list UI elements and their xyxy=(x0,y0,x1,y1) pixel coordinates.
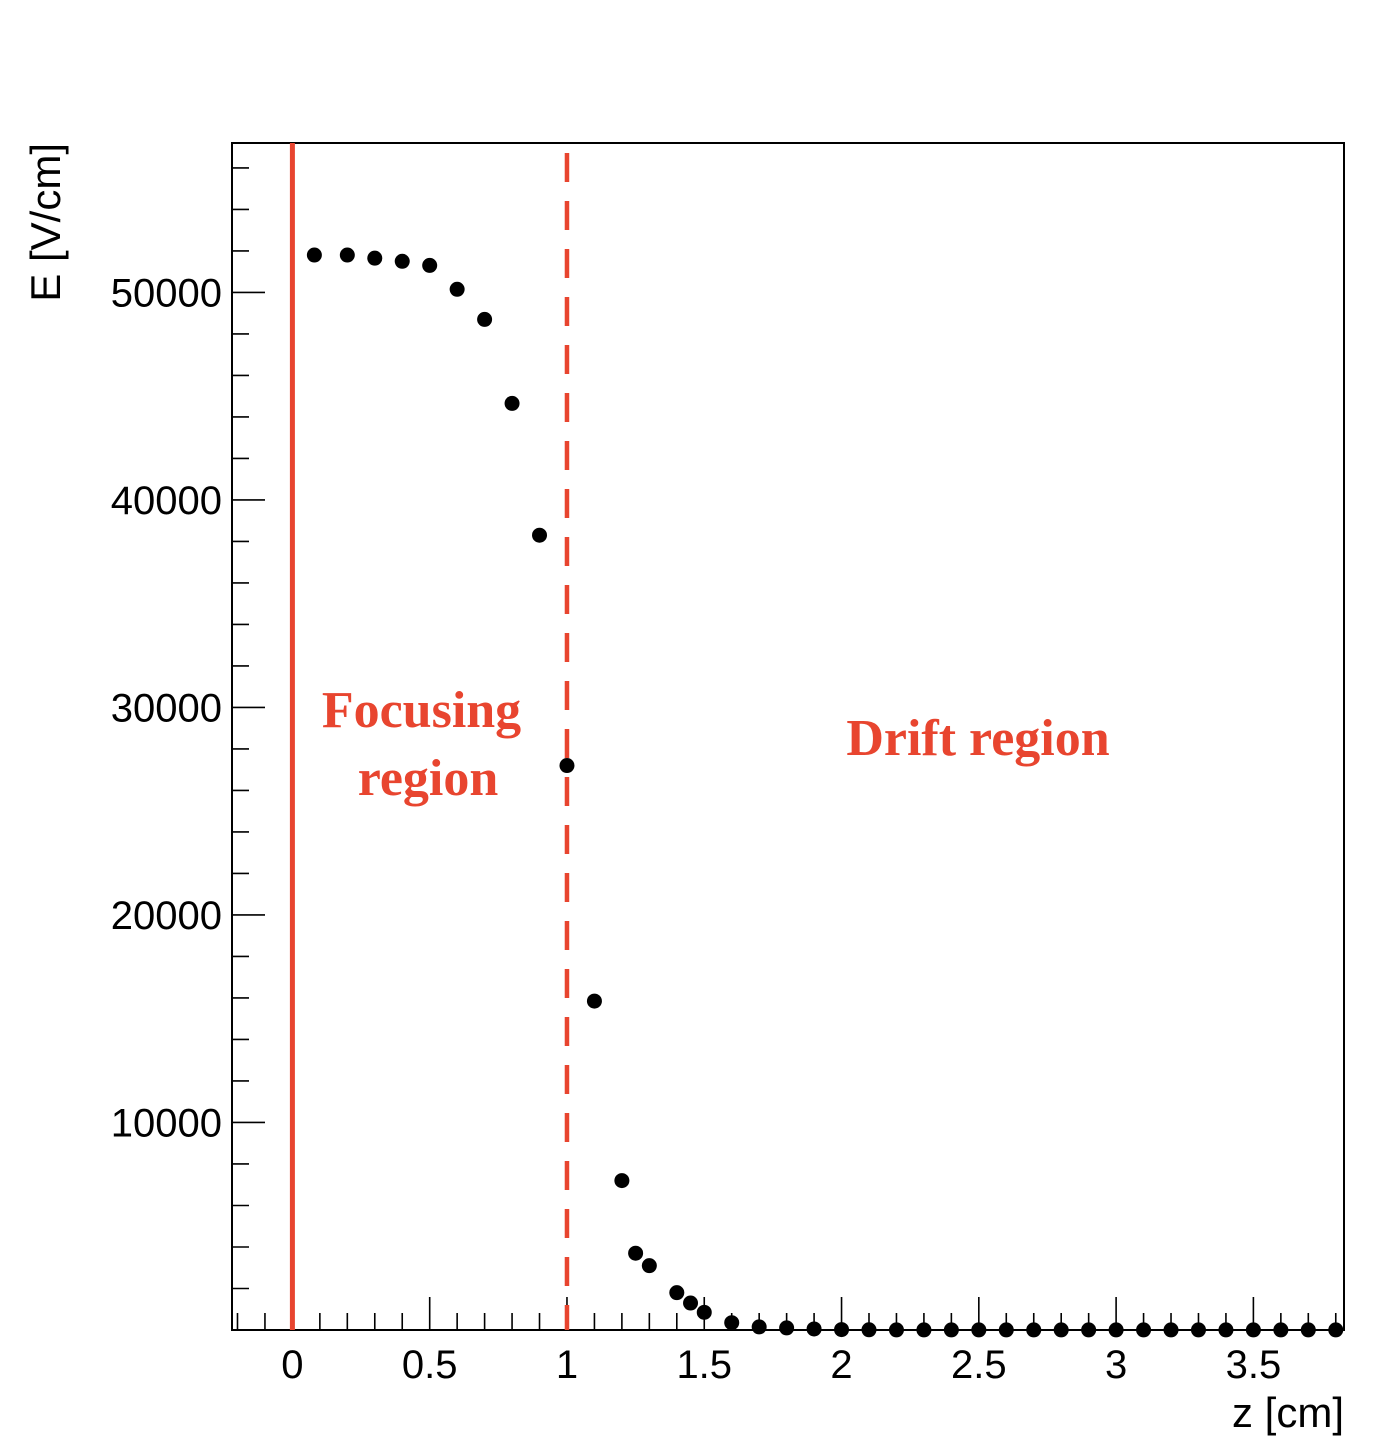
data-point xyxy=(683,1295,699,1311)
data-point xyxy=(669,1285,685,1301)
data-point xyxy=(1053,1322,1069,1338)
data-point xyxy=(696,1304,712,1320)
focusing-region-label-line2: region xyxy=(358,750,499,807)
data-point xyxy=(1245,1322,1261,1338)
data-point xyxy=(504,395,520,411)
data-point xyxy=(1190,1322,1206,1338)
data-point xyxy=(339,247,355,263)
data-point xyxy=(586,993,602,1009)
x-tick-label: 0.5 xyxy=(402,1343,458,1387)
focusing-region-label-line1: Focusing xyxy=(322,682,521,739)
data-point xyxy=(1300,1322,1316,1338)
data-point xyxy=(532,527,548,543)
data-point xyxy=(916,1322,932,1338)
x-tick-label: 3 xyxy=(1105,1343,1127,1387)
data-point xyxy=(1136,1322,1152,1338)
data-point xyxy=(834,1322,850,1338)
drift-region-label: Drift region xyxy=(846,710,1109,767)
data-point xyxy=(724,1315,740,1331)
data-point xyxy=(1273,1322,1289,1338)
y-tick-label: 50000 xyxy=(111,271,222,315)
data-point xyxy=(751,1319,767,1335)
x-axis-title: z [cm] xyxy=(1232,1389,1344,1436)
data-point xyxy=(861,1322,877,1338)
data-points xyxy=(306,247,1344,1338)
focusing-region-label: Focusing region xyxy=(322,682,534,807)
data-point xyxy=(1026,1322,1042,1338)
x-tick-label: 3.5 xyxy=(1226,1343,1282,1387)
y-tick-label: 20000 xyxy=(111,894,222,938)
y-tick-label: 40000 xyxy=(111,479,222,523)
y-tick-label: 10000 xyxy=(111,1101,222,1145)
data-point xyxy=(628,1245,644,1261)
data-point xyxy=(1328,1322,1344,1338)
data-point xyxy=(641,1258,657,1274)
y-axis-title: E [V/cm] xyxy=(22,143,69,302)
tick-labels: 0 0.5 1 1.5 2 2.5 3 3.5 10000 20000 30000 40000 5000… xyxy=(111,271,1281,1387)
x-tick-label: 2 xyxy=(830,1343,852,1387)
data-point xyxy=(559,758,575,774)
data-point xyxy=(1163,1322,1179,1338)
data-point xyxy=(888,1322,904,1338)
data-point xyxy=(943,1322,959,1338)
data-point xyxy=(1108,1322,1124,1338)
data-point xyxy=(1218,1322,1234,1338)
x-tick-label: 1 xyxy=(556,1343,578,1387)
data-point xyxy=(449,281,465,297)
data-point xyxy=(477,311,493,327)
data-point xyxy=(779,1320,795,1336)
data-point xyxy=(422,257,438,273)
x-tick-label: 2.5 xyxy=(951,1343,1007,1387)
axis-ticks xyxy=(232,167,1337,1330)
data-point xyxy=(998,1322,1014,1338)
y-tick-label: 30000 xyxy=(111,686,222,730)
data-point xyxy=(971,1322,987,1338)
x-tick-label: 1.5 xyxy=(676,1343,732,1387)
data-point xyxy=(1081,1322,1097,1338)
x-tick-label: 0 xyxy=(281,1343,303,1387)
drift-region-label-line1: Drift region xyxy=(846,710,1109,767)
data-point xyxy=(614,1173,630,1189)
region-lines xyxy=(289,143,570,1330)
data-point xyxy=(806,1321,822,1337)
data-point xyxy=(306,247,322,263)
data-point xyxy=(394,253,410,269)
data-point xyxy=(367,250,383,266)
